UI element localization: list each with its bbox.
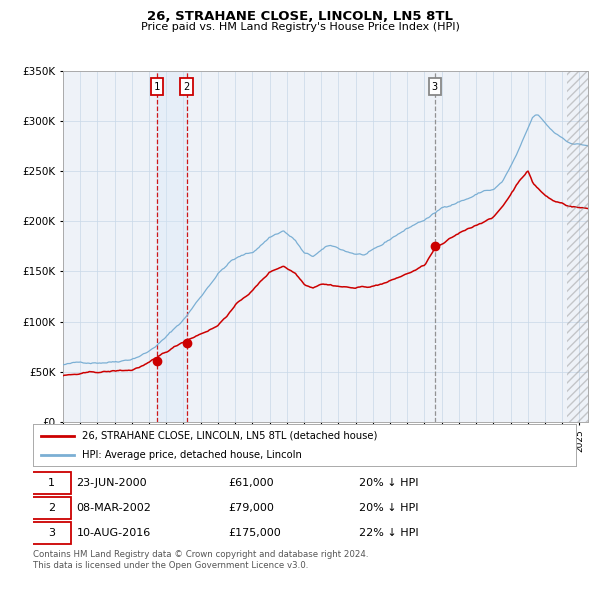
Text: 2: 2 <box>184 81 190 91</box>
FancyBboxPatch shape <box>32 522 71 544</box>
Text: £175,000: £175,000 <box>229 528 281 538</box>
Text: 1: 1 <box>154 81 160 91</box>
Text: £79,000: £79,000 <box>229 503 274 513</box>
Text: £61,000: £61,000 <box>229 478 274 488</box>
Text: 10-AUG-2016: 10-AUG-2016 <box>76 528 151 538</box>
Text: HPI: Average price, detached house, Lincoln: HPI: Average price, detached house, Linc… <box>82 451 302 460</box>
Text: Contains HM Land Registry data © Crown copyright and database right 2024.: Contains HM Land Registry data © Crown c… <box>33 550 368 559</box>
Text: 23-JUN-2000: 23-JUN-2000 <box>76 478 147 488</box>
Text: 26, STRAHANE CLOSE, LINCOLN, LN5 8TL (detached house): 26, STRAHANE CLOSE, LINCOLN, LN5 8TL (de… <box>82 431 377 441</box>
Text: 22% ↓ HPI: 22% ↓ HPI <box>359 528 418 538</box>
Text: Price paid vs. HM Land Registry's House Price Index (HPI): Price paid vs. HM Land Registry's House … <box>140 22 460 32</box>
FancyBboxPatch shape <box>32 497 71 519</box>
Text: 20% ↓ HPI: 20% ↓ HPI <box>359 503 418 513</box>
Bar <box>157 71 187 422</box>
Text: 2: 2 <box>48 503 55 513</box>
Text: 08-MAR-2002: 08-MAR-2002 <box>76 503 151 513</box>
Text: 20% ↓ HPI: 20% ↓ HPI <box>359 478 418 488</box>
Text: 3: 3 <box>48 528 55 538</box>
Bar <box>568 71 588 422</box>
FancyBboxPatch shape <box>32 472 71 494</box>
Text: 1: 1 <box>48 478 55 488</box>
Text: 3: 3 <box>432 81 438 91</box>
Text: 26, STRAHANE CLOSE, LINCOLN, LN5 8TL: 26, STRAHANE CLOSE, LINCOLN, LN5 8TL <box>147 10 453 23</box>
Text: This data is licensed under the Open Government Licence v3.0.: This data is licensed under the Open Gov… <box>33 560 308 569</box>
